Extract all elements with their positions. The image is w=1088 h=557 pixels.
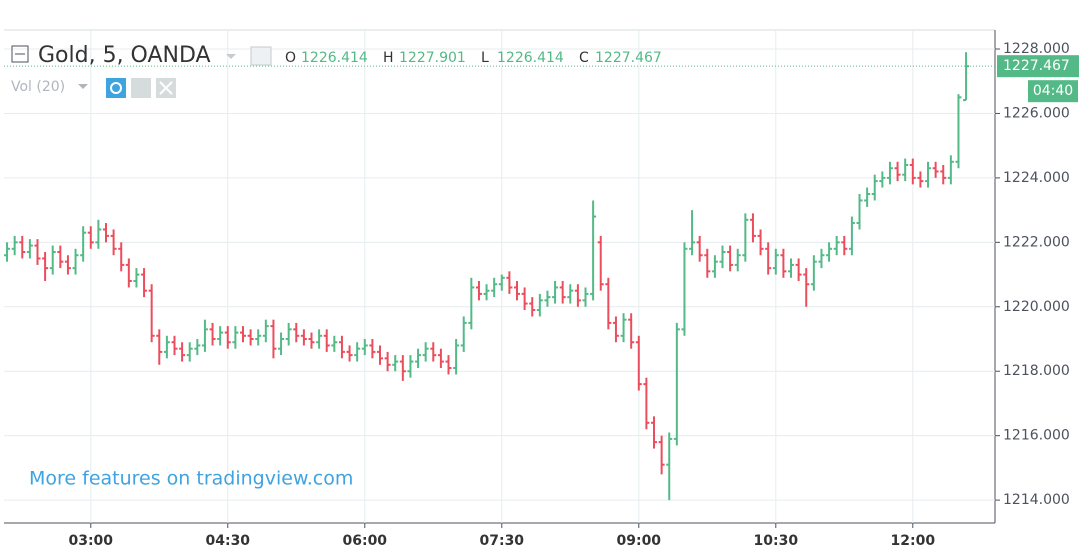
y-tick-label: 1220.000 — [1003, 299, 1070, 315]
ohlc-value: 1226.414 — [301, 50, 368, 66]
ohlc-value: 1226.414 — [497, 50, 564, 66]
close-glyph — [159, 81, 173, 95]
gear-icon[interactable] — [131, 78, 151, 98]
countdown-box — [1028, 80, 1078, 103]
last-price-label: 1227.467 — [1003, 58, 1070, 74]
symbol-title: Gold, 5, OANDA — [38, 43, 211, 68]
collapse-icon[interactable] — [11, 45, 29, 63]
countdown-label: 04:40 — [1033, 83, 1073, 99]
y-tick-label: 1224.000 — [1003, 170, 1070, 186]
watermark-link[interactable]: More features on tradingview.com — [29, 468, 353, 490]
y-tick-label: 1216.000 — [1003, 428, 1070, 444]
dropdown-arrow[interactable] — [226, 54, 236, 59]
y-tick-label: 1226.000 — [1003, 105, 1070, 121]
eye-glyph — [110, 82, 122, 94]
x-tick-label: 06:00 — [342, 533, 387, 549]
ohlc-key: L — [481, 50, 489, 66]
ohlc-key: O — [285, 50, 296, 66]
y-tick-label: 1214.000 — [1003, 492, 1070, 508]
plot — [4, 30, 995, 523]
x-tick-label: 07:30 — [479, 533, 524, 549]
y-tick-label: 1218.000 — [1003, 363, 1070, 379]
x-tick-label: 03:00 — [68, 533, 113, 549]
y-tick-label: 1228.000 — [1003, 41, 1070, 57]
x-tick-label: 09:00 — [616, 533, 661, 549]
dropdown-arrow[interactable] — [78, 84, 88, 89]
x-tick-label: 12:00 — [891, 533, 936, 549]
ohlc-key: H — [383, 50, 394, 66]
ohlc-key: C — [579, 50, 589, 66]
settings-icon[interactable] — [250, 46, 272, 66]
x-tick-label: 10:30 — [754, 533, 799, 549]
ohlc-value: 1227.467 — [595, 50, 662, 66]
last-price-box — [997, 55, 1079, 78]
indicator-label: Vol (20) — [11, 79, 65, 95]
ohlc-value: 1227.901 — [399, 50, 466, 66]
eye-icon[interactable] — [106, 78, 126, 98]
y-tick-label: 1222.000 — [1003, 234, 1070, 250]
x-tick-label: 04:30 — [205, 533, 250, 549]
